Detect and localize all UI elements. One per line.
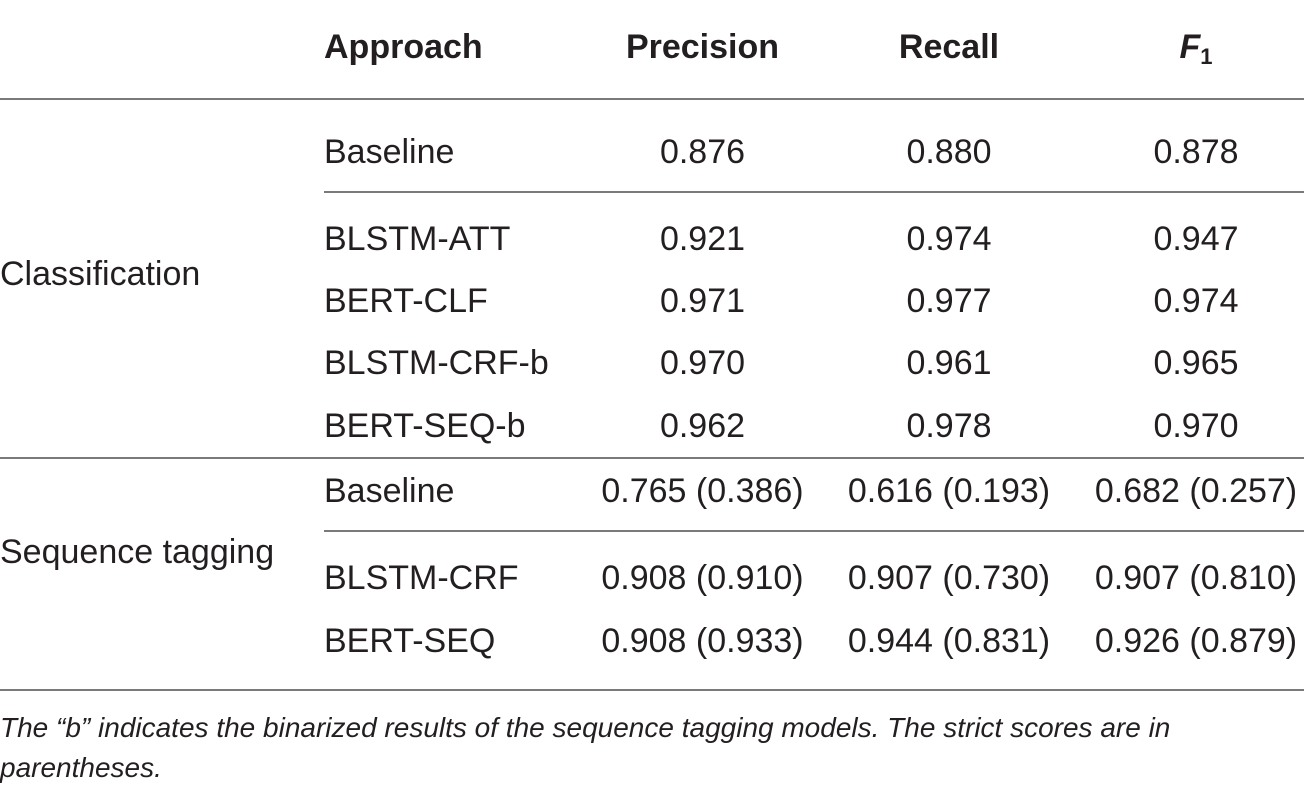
header-f1-subscript: 1	[1200, 44, 1213, 69]
row-precision: 0.908 (0.933)	[601, 622, 804, 660]
row-f1: 0.965	[1153, 344, 1239, 382]
row-approach: BLSTM-CRF	[324, 559, 519, 597]
row-recall: 0.974	[906, 220, 992, 258]
row-approach: BERT-SEQ	[324, 622, 496, 660]
sequence-baseline-rule	[324, 530, 1304, 532]
row-recall: 0.616 (0.193)	[847, 472, 1051, 510]
row-approach: Baseline	[324, 133, 455, 171]
row-f1: 0.947	[1153, 220, 1239, 258]
row-approach: BLSTM-CRF-b	[324, 344, 549, 382]
row-f1: 0.878	[1153, 133, 1239, 171]
row-f1: 0.974	[1153, 282, 1239, 320]
table-footnote: The “b” indicates the binarized results …	[0, 712, 1171, 783]
group-label-sequence-tagging: Sequence tagging	[0, 533, 275, 571]
row-f1: 0.970	[1153, 407, 1239, 445]
row-f1: 0.907 (0.810)	[1094, 559, 1298, 597]
row-recall: 0.977	[906, 282, 992, 320]
row-recall: 0.880	[906, 133, 992, 171]
classification-baseline-rule	[324, 191, 1304, 193]
row-approach: BERT-SEQ-b	[324, 407, 526, 445]
header-f1: F1	[1073, 27, 1304, 77]
row-approach: Baseline	[324, 472, 455, 510]
row-precision: 0.971	[659, 282, 746, 320]
table-bottom-rule	[0, 689, 1304, 691]
header-recall: Recall	[898, 28, 1000, 66]
header-approach: Approach	[324, 28, 483, 66]
row-approach: BLSTM-ATT	[324, 220, 511, 258]
row-recall: 0.961	[906, 344, 992, 382]
row-recall: 0.907 (0.730)	[847, 559, 1051, 597]
group-separator-rule	[0, 457, 1304, 459]
row-approach: BERT-CLF	[324, 282, 488, 320]
row-precision: 0.921	[659, 220, 746, 258]
row-recall: 0.978	[906, 407, 992, 445]
table-top-rule	[0, 98, 1304, 100]
row-f1: 0.682 (0.257)	[1094, 472, 1298, 510]
row-recall: 0.944 (0.831)	[847, 622, 1051, 660]
group-label-classification: Classification	[0, 255, 201, 293]
row-f1: 0.926 (0.879)	[1094, 622, 1298, 660]
row-precision: 0.962	[659, 407, 746, 445]
header-f1-base: F	[1179, 28, 1201, 66]
row-precision: 0.876	[659, 133, 746, 171]
row-precision: 0.765 (0.386)	[601, 472, 804, 510]
row-precision: 0.970	[659, 344, 746, 382]
row-precision: 0.908 (0.910)	[601, 559, 804, 597]
header-precision: Precision	[625, 28, 780, 66]
